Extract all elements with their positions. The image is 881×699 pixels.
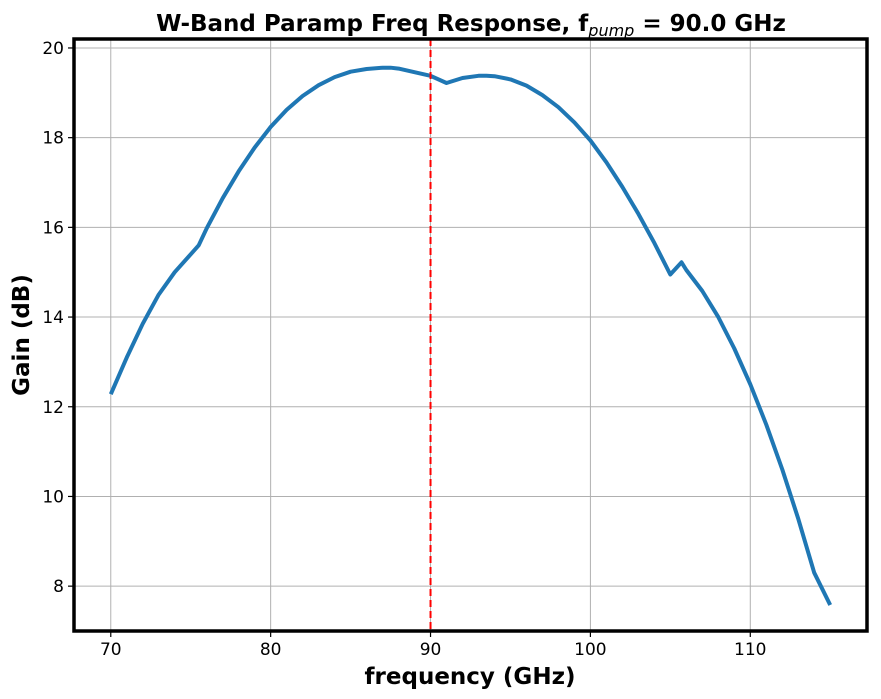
x-tick-label: 90	[420, 640, 442, 660]
x-tick-label: 100	[574, 640, 606, 660]
x-tick-label: 80	[260, 640, 282, 660]
y-tick-label: 12	[42, 398, 64, 418]
y-tick-label: 14	[42, 308, 64, 328]
x-axis-label: frequency (GHz)	[365, 664, 576, 690]
y-tick-label: 20	[42, 39, 64, 59]
y-tick-label: 8	[53, 577, 64, 597]
x-tick-label: 70	[100, 640, 122, 660]
gain-series-line	[108, 65, 832, 606]
chart-title-prefix: W-Band Paramp Freq Response, f	[156, 11, 589, 37]
chart-title-subscript: pump	[587, 21, 634, 40]
chart-title-suffix: = 90.0 GHz	[634, 11, 786, 37]
x-tick-label: 110	[734, 640, 766, 660]
plot-area	[108, 39, 832, 631]
y-tick-label: 16	[42, 218, 64, 238]
axis-ticks: 70 80 90 100 110 8 10 12 14 16 18 20	[42, 39, 766, 660]
chart-title: W-Band Paramp Freq Response, fpump = 90.…	[156, 11, 786, 40]
plot-frame	[72, 37, 869, 633]
y-tick-label: 18	[42, 129, 64, 149]
y-axis-label: Gain (dB)	[9, 274, 35, 396]
grid	[74, 39, 867, 631]
y-tick-label: 10	[42, 487, 64, 507]
